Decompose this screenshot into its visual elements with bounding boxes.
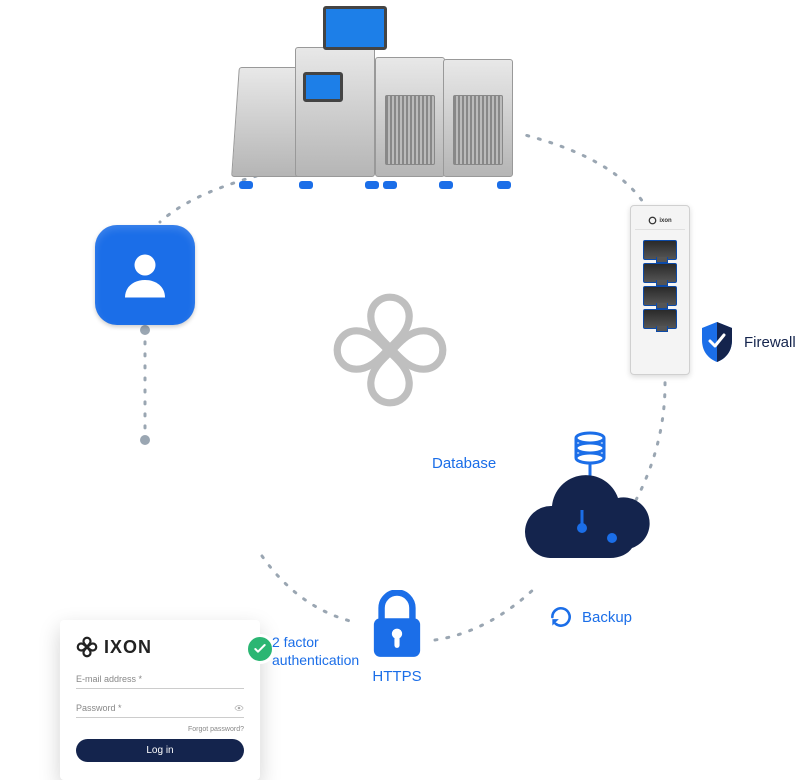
port-stack xyxy=(643,240,677,329)
ixon-logo-small-icon xyxy=(76,636,98,658)
login-brand-text: IXON xyxy=(104,637,152,658)
backup-label: Backup xyxy=(582,609,632,626)
ethernet-port xyxy=(643,286,677,306)
cloud-group: Backup xyxy=(510,428,670,630)
login-brand-row: IXON xyxy=(76,636,244,658)
password-field[interactable]: Password * xyxy=(76,697,244,718)
industrial-machine xyxy=(225,8,525,183)
refresh-icon xyxy=(548,604,574,630)
login-button[interactable]: Log in xyxy=(76,739,244,762)
https-label: HTTPS xyxy=(372,668,421,685)
shield-icon xyxy=(698,320,736,364)
email-field[interactable]: E-mail address * xyxy=(76,668,244,689)
login-card: IXON E-mail address * Password * Forgot … xyxy=(60,620,260,780)
firewall-row: Firewall xyxy=(698,320,796,364)
person-icon xyxy=(115,245,175,305)
twofa-check-badge xyxy=(245,634,275,664)
ethernet-port xyxy=(643,263,677,283)
backup-row: Backup xyxy=(548,604,632,630)
router-brand: ixon xyxy=(635,212,685,230)
check-icon xyxy=(252,641,268,657)
user-icon xyxy=(95,225,195,325)
firewall-label: Firewall xyxy=(744,334,796,351)
forgot-password-link[interactable]: Forgot password? xyxy=(76,726,244,733)
ixon-logo-outline xyxy=(330,290,450,410)
router-device: ixon xyxy=(630,205,690,375)
eye-icon[interactable] xyxy=(234,703,244,713)
https-lock: HTTPS xyxy=(365,590,429,685)
email-label: E-mail address * xyxy=(76,674,142,684)
ethernet-port xyxy=(643,309,677,329)
database-label: Database xyxy=(432,455,496,472)
lock-icon xyxy=(365,590,429,662)
cloud-database-icon xyxy=(510,428,670,598)
ethernet-port xyxy=(643,240,677,260)
password-label: Password * xyxy=(76,703,122,713)
